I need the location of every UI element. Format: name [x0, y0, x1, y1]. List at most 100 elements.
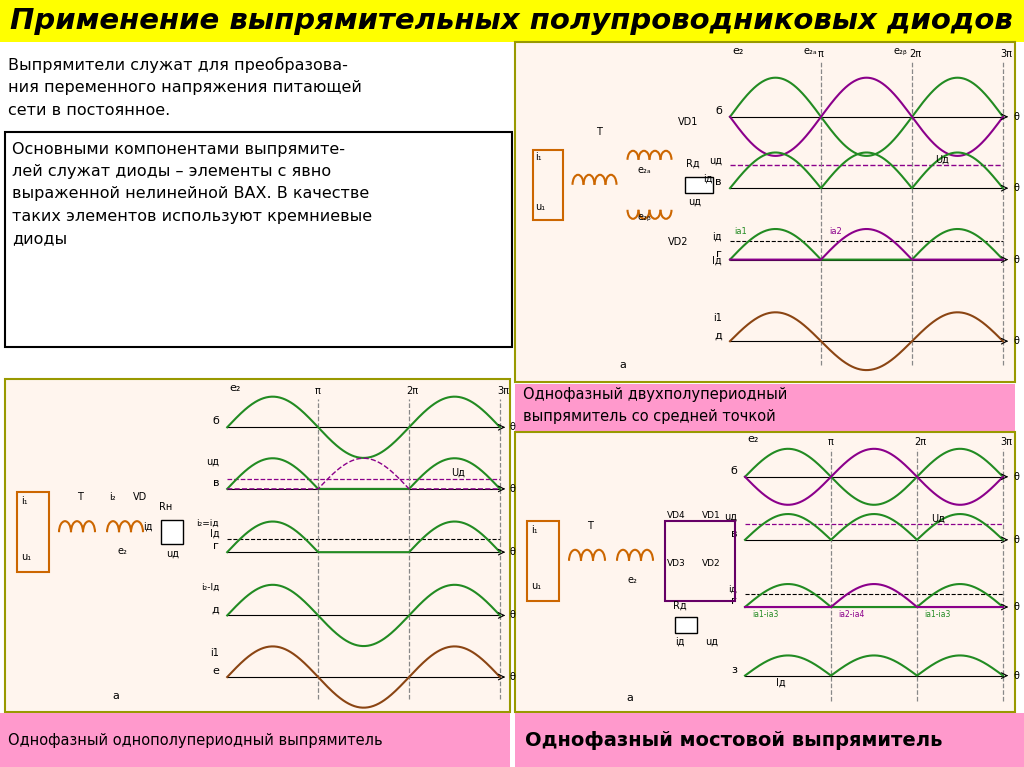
Text: д: д	[715, 331, 722, 341]
Text: i₁: i₁	[531, 525, 538, 535]
Text: iа2: iа2	[829, 226, 843, 235]
Text: VD: VD	[133, 492, 147, 502]
Text: Однофазный мостовой выпрямитель: Однофазный мостовой выпрямитель	[525, 730, 942, 749]
Text: uд: uд	[206, 456, 219, 466]
Text: iа2-iа4: iа2-iа4	[838, 610, 864, 619]
Text: б: б	[212, 416, 219, 426]
Text: Основными компонентами выпрямите-
лей служат диоды – элементы с явно
выраженной : Основными компонентами выпрямите- лей сл…	[12, 142, 372, 245]
Text: в: в	[730, 528, 737, 538]
Text: е: е	[212, 666, 219, 676]
Text: iд: iд	[143, 522, 153, 532]
Text: 2π: 2π	[914, 436, 926, 446]
Text: i₁: i₁	[22, 496, 28, 506]
Text: iа1: iа1	[734, 226, 746, 235]
Text: Iд: Iд	[776, 677, 785, 687]
Text: Однофазный двухполупериодный: Однофазный двухполупериодный	[523, 387, 787, 403]
Text: VD1: VD1	[702, 511, 721, 520]
Text: Rд: Rд	[673, 601, 687, 611]
Text: uд: uд	[709, 155, 722, 165]
Text: θ: θ	[1013, 183, 1019, 193]
Text: Выпрямители служат для преобразова-
ния переменного напряжения питающей
сети в п: Выпрямители служат для преобразова- ния …	[8, 57, 361, 117]
Text: г: г	[213, 542, 219, 551]
Text: VD1: VD1	[678, 117, 698, 127]
Text: е₂: е₂	[732, 46, 743, 56]
Text: Применение выпрямительных полупроводниковых диодов: Применение выпрямительных полупроводнико…	[10, 7, 1013, 35]
Text: выпрямитель со средней точкой: выпрямитель со средней точкой	[523, 410, 776, 424]
Bar	[515, 432, 1015, 712]
Text: iд: iд	[703, 174, 713, 184]
Text: Rд: Rд	[686, 159, 699, 169]
Bar	[675, 617, 697, 633]
Text: π: π	[818, 49, 824, 59]
Text: θ: θ	[510, 484, 516, 494]
Text: е₂ᵦ: е₂ᵦ	[894, 46, 907, 56]
Bar	[515, 713, 1024, 767]
Text: VD2: VD2	[702, 559, 721, 568]
Text: Однофазный однополупериодный выпрямитель: Однофазный однополупериодный выпрямитель	[8, 732, 383, 748]
Bar	[665, 521, 735, 601]
Text: Iд: Iд	[210, 528, 219, 538]
Text: i₁: i₁	[535, 152, 542, 162]
Bar	[161, 520, 183, 544]
Text: θ: θ	[510, 423, 516, 433]
Text: uд: uд	[724, 511, 737, 522]
Text: 2π: 2π	[407, 386, 418, 396]
FancyBboxPatch shape	[5, 132, 512, 347]
Text: г: г	[731, 596, 737, 606]
Text: θ: θ	[510, 611, 516, 621]
Text: θ: θ	[510, 672, 516, 682]
Text: а: а	[627, 693, 634, 703]
Text: iд: iд	[713, 231, 722, 242]
Text: 3π: 3π	[1000, 49, 1012, 59]
Text: θ: θ	[1013, 336, 1019, 346]
Text: VD2: VD2	[668, 237, 688, 247]
Text: е₂: е₂	[118, 546, 128, 556]
Text: в: в	[213, 478, 219, 488]
Text: Iд: Iд	[713, 255, 722, 265]
Text: е₂ₐ: е₂ₐ	[638, 165, 651, 175]
Text: в: в	[716, 177, 722, 187]
Text: 2π: 2π	[909, 49, 922, 59]
Text: 3π: 3π	[497, 386, 509, 396]
Text: θ: θ	[1013, 670, 1019, 680]
Text: θ: θ	[510, 547, 516, 557]
Text: uд: uд	[166, 548, 179, 558]
Text: π: π	[315, 386, 321, 396]
Text: VD3: VD3	[667, 559, 686, 568]
Text: б: б	[730, 466, 737, 476]
Text: u₁: u₁	[535, 202, 545, 212]
Text: T: T	[587, 521, 593, 531]
Text: θ: θ	[1013, 255, 1019, 265]
Text: i₂-Iд: i₂-Iд	[201, 582, 219, 591]
Text: е₂: е₂	[746, 434, 759, 444]
Text: Uд: Uд	[931, 513, 944, 523]
Text: θ: θ	[1013, 602, 1019, 612]
Text: i₂=iд: i₂=iд	[197, 519, 219, 528]
Text: iа1-iа3: iа1-iа3	[924, 610, 950, 619]
Text: г: г	[716, 249, 722, 258]
Bar	[685, 177, 713, 193]
Text: i1: i1	[210, 647, 219, 657]
Bar	[0, 0, 1024, 42]
Text: T: T	[77, 492, 83, 502]
Text: е₂: е₂	[628, 574, 638, 584]
Text: u₁: u₁	[531, 581, 541, 591]
Text: 3π: 3π	[1000, 436, 1012, 446]
Text: i₂: i₂	[109, 492, 116, 502]
Text: θ: θ	[1013, 535, 1019, 545]
Bar	[515, 384, 1015, 432]
Text: з: з	[731, 664, 737, 675]
Bar	[527, 521, 559, 601]
Bar	[5, 379, 510, 712]
Text: е₂: е₂	[229, 383, 241, 393]
Bar	[515, 42, 1015, 382]
Text: VD4: VD4	[667, 511, 686, 520]
Bar	[534, 150, 563, 220]
Text: а: а	[620, 360, 626, 370]
Text: е₂ₐ: е₂ₐ	[804, 46, 817, 56]
Text: Rн: Rн	[159, 502, 172, 512]
Bar	[0, 713, 510, 767]
Text: iд: iд	[728, 585, 737, 594]
Text: д: д	[211, 604, 219, 614]
Text: θ: θ	[1013, 472, 1019, 482]
